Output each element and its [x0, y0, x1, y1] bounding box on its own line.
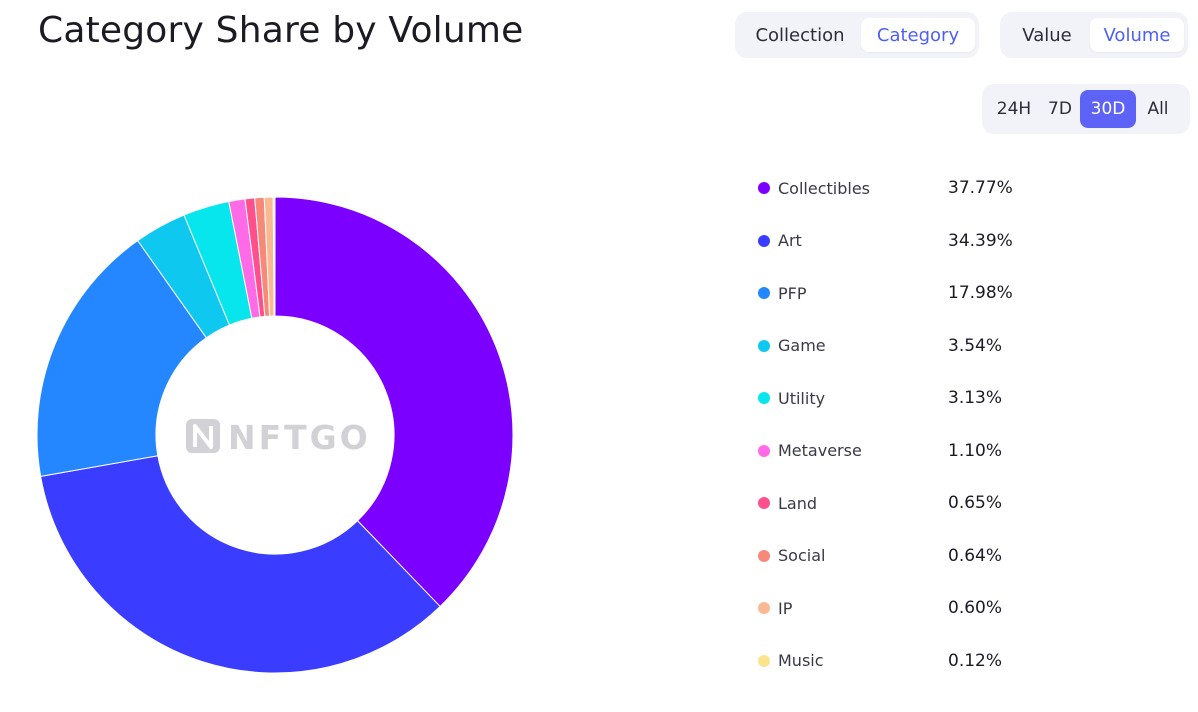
legend-value: 0.60%	[948, 598, 1003, 619]
legend-value: 37.77%	[948, 178, 1013, 199]
legend-swatch	[758, 234, 770, 247]
range-all-button[interactable]: All	[1147, 99, 1169, 119]
legend-value: 17.98%	[948, 283, 1013, 304]
legend-item-ip[interactable]: IP 0.60%	[754, 582, 1054, 635]
collection-toggle-button[interactable]: Collection	[755, 24, 845, 46]
legend-swatch	[758, 339, 770, 352]
legend-swatch	[758, 287, 770, 300]
metric-toggle: Value Volume	[1000, 12, 1188, 58]
donut-slice-pfp[interactable]	[36, 239, 208, 477]
legend-item-pfp[interactable]: PFP 17.98%	[754, 267, 1054, 320]
legend-label: Music	[778, 651, 824, 671]
legend-value: 0.64%	[948, 545, 1003, 566]
donut-slice-music[interactable]	[272, 196, 276, 317]
legend-label: PFP	[778, 283, 807, 303]
legend-swatch	[758, 392, 770, 405]
legend-item-social[interactable]: Social 0.64%	[754, 530, 1054, 583]
legend-item-music[interactable]: Music 0.12%	[754, 635, 1054, 688]
legend-value: 3.54%	[948, 335, 1003, 356]
legend-value: 1.10%	[948, 440, 1003, 461]
view-toggle: Collection Category	[735, 12, 979, 58]
legend-item-land[interactable]: Land 0.65%	[754, 477, 1054, 530]
nftgo-logo: NFTGO	[186, 418, 371, 457]
legend-swatch	[758, 549, 770, 562]
nftgo-watermark: NFTGO	[228, 418, 371, 457]
legend-value: 0.65%	[948, 493, 1003, 514]
donut-chart: NFTGO	[36, 196, 514, 674]
legend-swatch	[758, 602, 770, 615]
legend-label: Metaverse	[778, 441, 862, 461]
legend-item-art[interactable]: Art 34.39%	[754, 215, 1054, 268]
legend-swatch	[758, 497, 770, 510]
legend-value: 3.13%	[948, 388, 1003, 409]
legend-value: 34.39%	[948, 230, 1013, 251]
legend-value: 0.12%	[948, 650, 1003, 671]
nftgo-logo-glyph	[193, 424, 213, 449]
legend-item-utility[interactable]: Utility 3.13%	[754, 372, 1054, 425]
legend-swatch	[758, 444, 770, 457]
legend-label: Game	[778, 336, 826, 356]
legend-label: Social	[778, 546, 826, 566]
value-toggle-button[interactable]: Value	[1022, 24, 1072, 46]
range-30d-button[interactable]: 30D	[1080, 90, 1136, 128]
legend-label: IP	[778, 598, 793, 618]
legend-item-collectibles[interactable]: Collectibles 37.77%	[754, 162, 1054, 215]
donut-slice-collectibles[interactable]	[274, 196, 514, 608]
legend-item-metaverse[interactable]: Metaverse 1.10%	[754, 425, 1054, 478]
legend: Collectibles 37.77% Art 34.39% PFP 17.98% Game…	[754, 162, 1054, 687]
legend-label: Land	[778, 493, 818, 513]
legend-label: Utility	[778, 388, 826, 408]
time-range-toggle: 24H 7D 30D All	[982, 84, 1190, 134]
donut-slice-art[interactable]	[40, 455, 441, 674]
volume-toggle-button[interactable]: Volume	[1090, 18, 1184, 52]
page-title: Category Share by Volume	[38, 10, 524, 51]
legend-swatch	[758, 182, 770, 195]
range-24h-button[interactable]: 24H	[996, 99, 1032, 119]
range-7d-button[interactable]: 7D	[1048, 99, 1072, 119]
legend-label: Art	[778, 231, 802, 251]
category-toggle-button[interactable]: Category	[861, 18, 975, 52]
legend-item-game[interactable]: Game 3.54%	[754, 320, 1054, 373]
legend-label: Collectibles	[778, 178, 870, 198]
legend-swatch	[758, 654, 770, 667]
